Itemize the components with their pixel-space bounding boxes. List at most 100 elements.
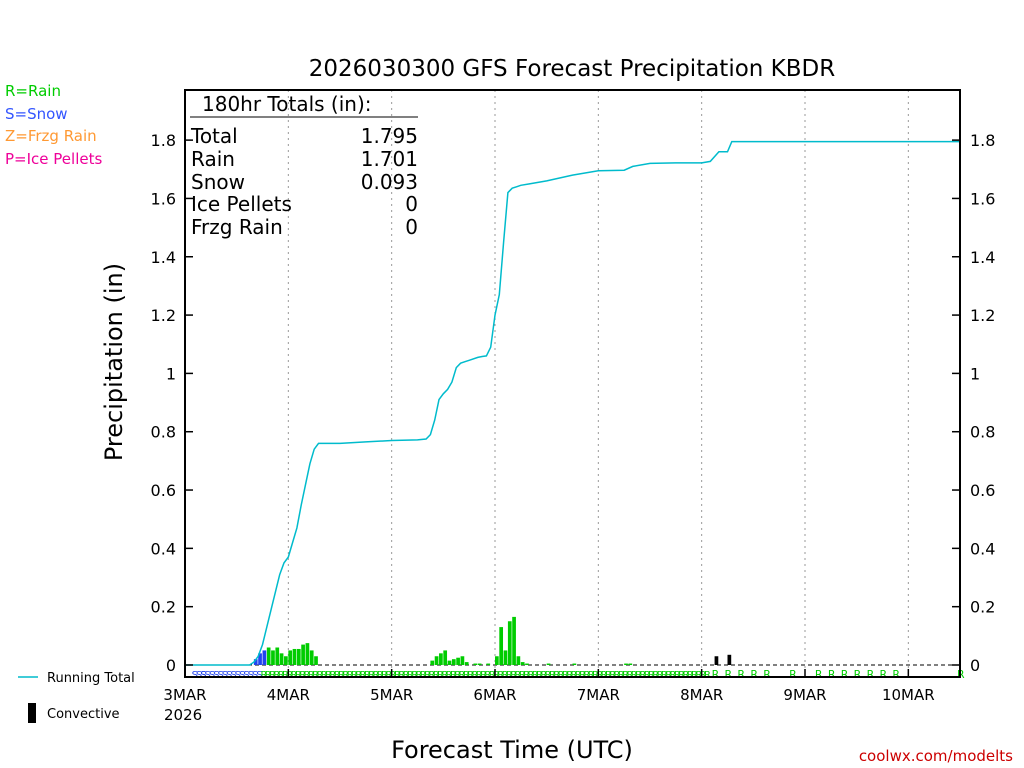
precip-type-symbol: R bbox=[626, 670, 633, 681]
precip-type-symbol: R bbox=[562, 670, 569, 681]
precip-bar-rain bbox=[447, 660, 452, 665]
precip-type-symbol: R bbox=[750, 668, 758, 681]
precip-type-symbol: R bbox=[347, 670, 354, 681]
precip-type-symbol: S bbox=[213, 670, 219, 681]
totals-label-ice-pellets: Ice Pellets bbox=[191, 192, 292, 216]
precip-bar-rain bbox=[624, 663, 628, 665]
precip-type-symbol: R bbox=[527, 670, 534, 681]
precip-type-symbol: R bbox=[467, 670, 474, 681]
x-tick-label-5mar: 5MAR bbox=[370, 686, 413, 704]
precip-type-symbol: R bbox=[712, 668, 720, 681]
totals-value-snow: 0.093 bbox=[361, 170, 418, 194]
precip-type-symbol: R bbox=[372, 670, 379, 681]
totals-value-rain: 1.701 bbox=[361, 147, 418, 171]
precip-type-symbol: R bbox=[471, 670, 478, 681]
precip-type-symbols: SSSSSSSSSSSSSSSSSRRRRRRRRRRRRRRRRRRRRRRR… bbox=[192, 668, 965, 681]
precip-type-symbol: S bbox=[209, 670, 215, 681]
y-tick-label-right: 0.4 bbox=[970, 539, 995, 558]
precip-type-symbol: S bbox=[256, 670, 262, 681]
y-axis-label: Precipitation (in) bbox=[100, 263, 128, 461]
precip-type-symbol: R bbox=[609, 670, 616, 681]
x-axis-label: Forecast Time (UTC) bbox=[391, 736, 633, 764]
precip-bar-rain bbox=[296, 648, 301, 665]
precip-type-symbol: R bbox=[269, 670, 276, 681]
precip-bar-rain bbox=[266, 647, 271, 665]
totals-label-total: Total bbox=[190, 124, 238, 148]
precip-type-symbol: S bbox=[230, 670, 236, 681]
legend-ice-pellets: P=Ice Pellets bbox=[5, 150, 102, 168]
precip-type-symbol: R bbox=[450, 670, 457, 681]
y-tick-label-right: 0.8 bbox=[970, 423, 995, 442]
precip-bars bbox=[253, 616, 633, 665]
precip-type-symbol: R bbox=[506, 670, 513, 681]
bottom-legend: Running Total Convective bbox=[18, 671, 135, 723]
precip-bar-rain bbox=[275, 647, 280, 665]
precip-type-symbol: R bbox=[540, 670, 547, 681]
precip-bar-rain bbox=[473, 663, 478, 665]
precip-type-symbol: R bbox=[523, 670, 530, 681]
legend-snow: S=Snow bbox=[5, 105, 68, 123]
precip-bar-rain bbox=[430, 660, 435, 665]
y-tick-label-right: 1 bbox=[970, 364, 980, 383]
totals-label-rain: Rain bbox=[191, 147, 235, 171]
convective-bar bbox=[727, 654, 732, 665]
precip-type-symbol: R bbox=[639, 670, 646, 681]
precip-type-symbol: R bbox=[476, 670, 483, 681]
precip-bar-rain bbox=[305, 643, 310, 665]
precip-type-symbol: R bbox=[661, 670, 668, 681]
y-tick-label-right: 0.2 bbox=[970, 598, 995, 617]
precip-type-symbol: R bbox=[403, 670, 410, 681]
precip-type-symbol: R bbox=[510, 670, 517, 681]
precip-type-symbol: R bbox=[316, 670, 323, 681]
precip-type-symbol: S bbox=[222, 670, 228, 681]
precip-type-symbol: R bbox=[880, 668, 888, 681]
y-tick-label-left: 0.2 bbox=[151, 598, 176, 617]
precip-type-symbol: R bbox=[635, 670, 642, 681]
x-tick-label-6mar: 6MAR bbox=[473, 686, 516, 704]
precip-type-symbol: R bbox=[265, 670, 272, 681]
precip-type-symbol: R bbox=[583, 670, 590, 681]
precip-bar-rain bbox=[516, 656, 521, 665]
precip-type-symbol: R bbox=[420, 670, 427, 681]
x-tick-label-4mar: 4MAR bbox=[267, 686, 310, 704]
y-tick-label-left: 0.6 bbox=[151, 481, 176, 500]
precip-type-symbol: R bbox=[312, 670, 319, 681]
precip-type-symbol: R bbox=[725, 668, 733, 681]
precip-type-symbol: R bbox=[575, 670, 582, 681]
precip-type-symbol: R bbox=[334, 670, 341, 681]
precip-type-symbol: R bbox=[364, 670, 371, 681]
precip-type-symbol: S bbox=[217, 670, 223, 681]
precip-type-symbol: R bbox=[381, 670, 388, 681]
precip-type-symbol: R bbox=[519, 670, 526, 681]
precip-type-symbol: S bbox=[248, 670, 254, 681]
precip-type-symbol: R bbox=[411, 670, 418, 681]
precip-type-symbol: R bbox=[789, 668, 797, 681]
precip-type-symbol: S bbox=[239, 670, 245, 681]
precip-bar-rain bbox=[512, 616, 516, 665]
totals-label-snow: Snow bbox=[191, 170, 245, 194]
precip-type-symbol: R bbox=[459, 670, 466, 681]
x-tick-label-10mar: 10MAR bbox=[882, 686, 935, 704]
y-axis-ticks: 0 00.2 0.20.4 0.40.6 0.60.8 0.81 11.2 1.21.4 1.4… bbox=[151, 131, 996, 675]
precip-type-legend: R=Rain S=Snow Z=Frzg Rain P=Ice Pellets bbox=[5, 82, 102, 168]
precip-type-symbol: R bbox=[299, 670, 306, 681]
y-tick-label-right: 1.6 bbox=[970, 189, 995, 208]
precip-bar-rain bbox=[503, 650, 508, 665]
precip-type-symbol: R bbox=[497, 670, 504, 681]
precip-type-symbol: R bbox=[588, 670, 595, 681]
precip-type-symbol: R bbox=[433, 670, 440, 681]
precip-bar-rain bbox=[301, 644, 305, 665]
precip-type-symbol: R bbox=[678, 670, 685, 681]
precip-bar-rain bbox=[451, 659, 456, 665]
precip-type-symbol: R bbox=[428, 670, 435, 681]
precip-type-symbol: R bbox=[338, 670, 345, 681]
gridlines bbox=[185, 90, 960, 677]
precip-type-symbol: R bbox=[480, 670, 487, 681]
totals-value-freezing-rain: 0 bbox=[405, 215, 418, 239]
precip-type-symbol: R bbox=[424, 670, 431, 681]
precip-type-symbol: R bbox=[394, 670, 401, 681]
precip-type-symbol: R bbox=[463, 670, 470, 681]
y-tick-label-right: 1.8 bbox=[970, 131, 995, 150]
precip-type-symbol: R bbox=[278, 670, 285, 681]
